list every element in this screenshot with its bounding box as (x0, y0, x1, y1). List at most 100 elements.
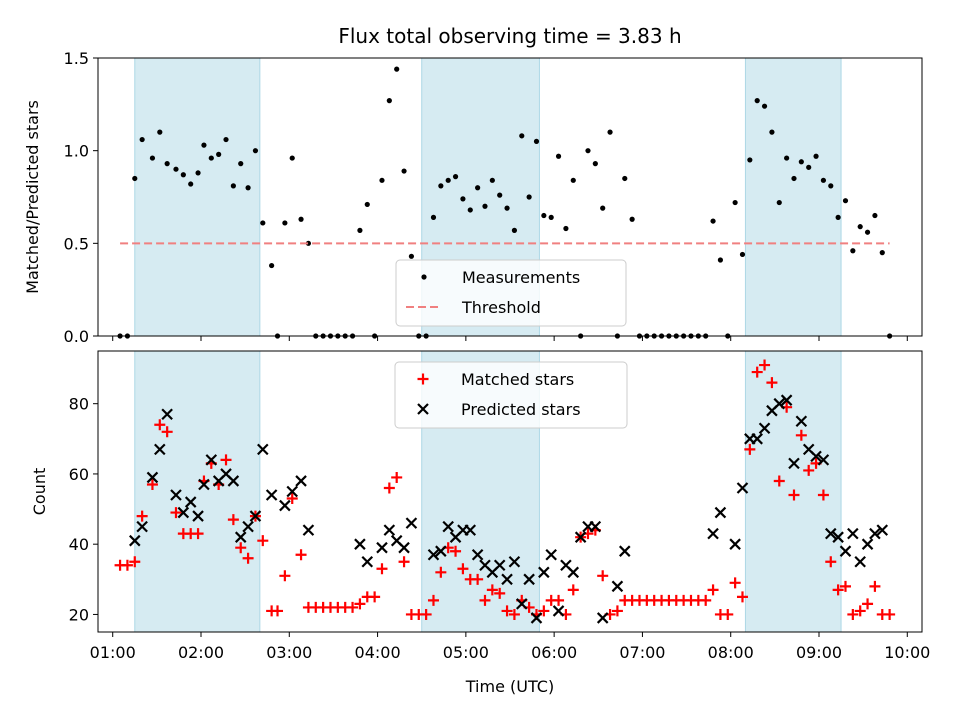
data-point (611, 580, 624, 593)
data-point (408, 253, 415, 259)
data-point (472, 573, 484, 585)
data-point (493, 559, 506, 572)
data-point (597, 570, 609, 582)
data-point (552, 605, 565, 617)
data-point (548, 214, 554, 220)
data-point (450, 545, 462, 557)
data-point (121, 559, 133, 571)
data-point (376, 563, 388, 575)
data-point (824, 527, 837, 540)
data-point (208, 155, 214, 161)
x-tick-label: 01:00 (90, 643, 136, 662)
data-point (252, 148, 259, 154)
data-point (810, 450, 822, 463)
data-point (383, 524, 396, 536)
y-tick-label: 40 (69, 535, 89, 554)
data-point (847, 608, 859, 620)
legend-marker (421, 274, 427, 280)
data-point (357, 227, 363, 233)
data-point (435, 566, 447, 578)
data-point (842, 198, 849, 204)
data-point (430, 214, 437, 220)
data-point (486, 584, 498, 596)
data-point (592, 161, 598, 167)
data-point (460, 196, 466, 202)
data-point (154, 443, 166, 456)
data-point (501, 573, 513, 586)
data-point (508, 555, 521, 568)
data-point (850, 248, 856, 254)
data-point (766, 377, 778, 389)
data-point (600, 205, 606, 211)
data-point (519, 133, 525, 139)
shaded-interval (134, 57, 261, 337)
data-point (806, 164, 812, 170)
data-point (467, 207, 473, 213)
data-point (136, 520, 148, 533)
data-point (717, 257, 724, 263)
data-point (567, 566, 580, 579)
data-point (198, 478, 210, 491)
data-point (129, 556, 141, 568)
legend-label: Predicted stars (461, 400, 581, 419)
data-point (759, 359, 771, 371)
data-point (220, 454, 232, 466)
data-point (857, 224, 863, 230)
data-point (773, 475, 785, 487)
data-point (427, 548, 440, 561)
data-point (739, 251, 746, 258)
data-point (773, 397, 786, 410)
data-point (523, 573, 535, 586)
data-point (501, 605, 513, 617)
data-point (139, 136, 145, 143)
data-point (405, 517, 418, 529)
data-point (136, 510, 148, 522)
data-point (758, 422, 771, 435)
y-tick-label: 0.0 (64, 327, 89, 346)
data-point (791, 175, 797, 182)
data-point (596, 612, 609, 624)
data-point (570, 177, 576, 183)
data-point (201, 142, 207, 148)
data-point (286, 493, 298, 505)
data-point (839, 545, 852, 557)
data-point (729, 577, 741, 589)
data-point (442, 520, 454, 533)
legend-box (394, 361, 628, 429)
legend-label: Threshold (461, 298, 541, 317)
x-tick-label: 04:00 (355, 643, 401, 662)
data-point (445, 177, 451, 183)
x-tick-label: 08:00 (708, 643, 754, 662)
data-point (192, 510, 204, 522)
data-point (170, 507, 182, 519)
x-tick-label: 10:00 (884, 643, 930, 662)
data-point (452, 174, 459, 180)
data-point (751, 433, 763, 445)
data-point (354, 598, 366, 610)
y-tick-label: 0.5 (64, 234, 89, 253)
x-tick-label: 02:00 (178, 643, 224, 662)
data-point (497, 192, 503, 198)
data-point (479, 594, 491, 606)
data-point (736, 482, 749, 494)
data-point (511, 227, 518, 233)
data-point (265, 489, 278, 501)
data-point (876, 524, 889, 536)
data-point (817, 489, 829, 501)
data-point (282, 220, 288, 226)
data-point (177, 506, 190, 519)
data-point (585, 148, 591, 154)
data-point (832, 531, 844, 543)
data-point (398, 556, 410, 568)
data-point (795, 415, 808, 428)
legend-marker (417, 403, 429, 415)
data-point (227, 514, 239, 526)
data-point (386, 98, 392, 104)
data-point (438, 183, 444, 189)
data-point (828, 183, 834, 189)
data-point (747, 157, 753, 163)
data-point (872, 212, 878, 219)
shaded-interval (744, 57, 842, 337)
data-point (295, 549, 307, 561)
data-point (732, 199, 738, 206)
